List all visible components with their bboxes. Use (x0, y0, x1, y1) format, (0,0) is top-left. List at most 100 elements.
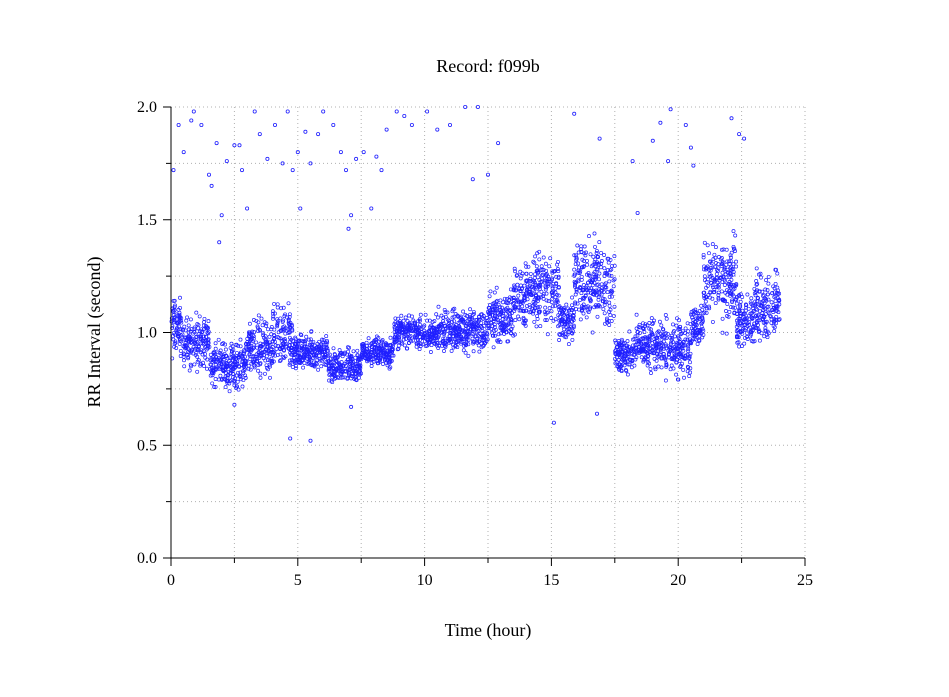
data-point (209, 362, 214, 367)
data-point (653, 367, 658, 372)
data-point (704, 310, 709, 315)
data-point (440, 330, 445, 335)
chart-title: Record: f099b (436, 56, 539, 76)
data-point (656, 329, 661, 334)
data-point (332, 374, 337, 379)
data-point (421, 333, 426, 338)
data-point (481, 316, 486, 321)
data-point (197, 314, 202, 319)
data-point (594, 251, 599, 255)
data-point (275, 305, 280, 310)
data-point (294, 348, 298, 353)
data-point (370, 357, 375, 362)
data-point (206, 341, 211, 346)
data-point (498, 310, 503, 315)
data-point (603, 270, 608, 275)
data-point (475, 338, 480, 343)
data-point (607, 279, 612, 284)
data-point (233, 356, 238, 361)
data-point-outlier (435, 127, 440, 132)
data-point (483, 341, 488, 345)
data-point (576, 261, 581, 266)
data-point (664, 331, 668, 336)
data-point (280, 325, 285, 330)
data-point (722, 277, 727, 282)
data-point (676, 350, 681, 354)
data-point (272, 327, 277, 332)
data-point (340, 354, 345, 359)
data-point (538, 286, 542, 291)
data-point (593, 257, 598, 262)
data-point (270, 309, 275, 314)
data-point (629, 352, 634, 357)
data-point (402, 343, 407, 348)
data-point-outlier (321, 109, 326, 114)
data-point (223, 385, 228, 390)
data-point (293, 341, 298, 346)
data-point (366, 358, 371, 363)
data-point-outlier (402, 114, 407, 119)
data-point (550, 300, 554, 305)
data-point (766, 297, 771, 302)
data-point-outlier (265, 156, 270, 161)
data-point-outlier (630, 159, 635, 164)
data-point (281, 354, 286, 359)
data-point-outlier (237, 143, 242, 148)
data-point (690, 333, 695, 337)
data-point (196, 332, 201, 337)
data-point (500, 328, 505, 333)
data-point (447, 321, 452, 325)
data-point (570, 331, 575, 336)
data-point (534, 324, 539, 329)
data-point (254, 359, 259, 363)
data-point (414, 344, 419, 349)
data-point (354, 363, 359, 368)
data-point (276, 318, 281, 323)
data-point (764, 278, 769, 283)
data-point (232, 362, 237, 367)
data-point (443, 326, 448, 331)
data-point (697, 331, 702, 336)
data-point (212, 357, 217, 362)
data-point (605, 256, 610, 261)
data-point (482, 335, 487, 340)
data-point (208, 352, 213, 357)
data-point (535, 271, 540, 276)
data-point (599, 250, 604, 255)
data-point (727, 259, 732, 264)
data-point (544, 285, 549, 290)
data-point (731, 244, 736, 249)
data-point (589, 264, 594, 269)
data-point (182, 324, 187, 329)
data-point (710, 296, 715, 301)
data-point (623, 349, 628, 354)
data-point (475, 324, 480, 329)
data-point (370, 352, 375, 357)
data-point (487, 294, 492, 299)
data-point (183, 328, 188, 333)
data-point (470, 332, 475, 336)
data-point (599, 292, 604, 297)
data-point (195, 347, 200, 351)
data-point (685, 364, 690, 369)
data-point (306, 352, 311, 357)
data-point (257, 355, 262, 360)
data-point (531, 311, 536, 316)
data-point (567, 313, 572, 318)
data-point (576, 250, 581, 255)
data-point (539, 264, 544, 269)
data-point (683, 343, 687, 348)
data-point (688, 351, 693, 356)
data-point (614, 360, 619, 365)
data-point (505, 297, 509, 302)
data-point (534, 295, 539, 300)
data-point (619, 345, 624, 350)
data-point (742, 341, 747, 346)
data-point (653, 334, 658, 339)
data-point (538, 324, 543, 329)
data-point (702, 240, 707, 245)
data-point (254, 318, 259, 323)
data-point (572, 267, 577, 272)
data-point (417, 317, 422, 322)
data-point (674, 323, 679, 328)
